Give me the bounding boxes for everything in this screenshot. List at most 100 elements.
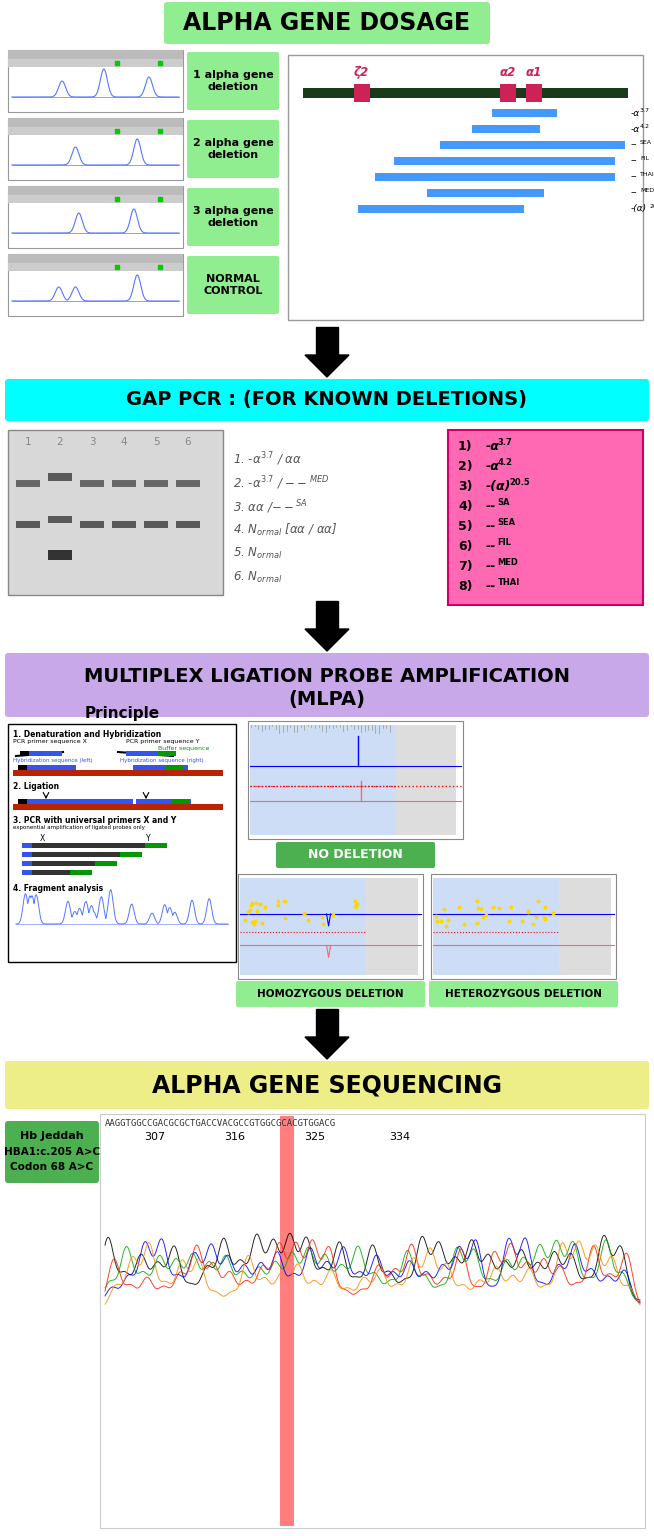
Bar [20,751,62,756]
Text: -α: -α [486,459,500,473]
Text: ζ2: ζ2 [354,66,369,78]
Text: -(α): -(α) [486,479,511,493]
Text: ALPHA GENE SEQUENCING: ALPHA GENE SEQUENCING [152,1074,502,1097]
Bar [288,55,643,319]
Bar [13,770,223,776]
Bar [18,765,76,770]
Text: 334: 334 [389,1132,411,1141]
Text: 4. $N_{ormal}$ [$\alpha\alpha$ / $\alpha\alpha$]: 4. $N_{ormal}$ [$\alpha\alpha$ / $\alpha… [233,522,337,538]
Text: -α: -α [631,109,640,117]
Bar [280,1117,294,1525]
Text: AAGGTGGCCGACGCGCTGACCVACGCCGTGGCGCACGTGGACG: AAGGTGGCCGACGCGCTGACCVACGCCGTGGCGCACGTGG… [105,1120,336,1127]
Bar [144,479,168,487]
Bar [22,869,92,876]
Bar [112,521,136,528]
Bar [18,799,27,803]
Bar [176,479,200,487]
Text: PCR primer sequence Y: PCR primer sequence Y [126,739,199,743]
Bar [426,189,543,197]
Text: Principle: Principle [84,707,160,720]
Text: --: -- [486,561,496,573]
Bar [238,874,423,978]
Bar [8,127,183,135]
FancyBboxPatch shape [236,982,425,1008]
Text: HBA1:c.205 A>C: HBA1:c.205 A>C [4,1147,100,1157]
Text: MED: MED [498,558,519,567]
Bar [448,430,643,605]
Text: 8): 8) [458,581,472,593]
FancyBboxPatch shape [276,842,435,868]
FancyBboxPatch shape [187,120,279,178]
Bar [22,843,32,848]
Text: 5: 5 [152,438,160,447]
Bar [375,174,615,181]
Bar [166,765,184,770]
Text: 1. Denaturation and Hybridization: 1. Denaturation and Hybridization [13,730,162,739]
Text: --: -- [486,581,496,593]
Text: X: X [40,834,45,843]
Bar [22,869,32,876]
Text: 2. Ligation: 2. Ligation [13,782,59,791]
Bar [95,862,117,866]
Bar [18,765,27,770]
Bar [439,141,625,149]
Bar [16,479,40,487]
Bar [433,879,559,975]
Text: GAP PCR : (FOR KNOWN DELETIONS): GAP PCR : (FOR KNOWN DELETIONS) [126,390,528,410]
Text: 6): 6) [458,541,472,553]
FancyBboxPatch shape [5,379,649,421]
Bar [145,843,167,848]
Bar [22,852,32,857]
Text: -α: -α [486,439,500,453]
Bar [500,84,516,101]
Bar [8,195,183,203]
Bar [8,51,183,112]
Bar [559,879,611,975]
Text: 6. $N_{ormal}$: 6. $N_{ormal}$ [233,570,283,585]
FancyBboxPatch shape [164,2,490,45]
Text: α1: α1 [526,66,542,78]
Text: NORMAL
CONTROL: NORMAL CONTROL [203,275,263,296]
Text: 2. -$\alpha^{3.7}$ / $--^{MED}$: 2. -$\alpha^{3.7}$ / $--^{MED}$ [233,475,330,492]
Text: exponential amplification of ligated probes only: exponential amplification of ligated pro… [13,825,145,829]
Text: Hb Jeddah: Hb Jeddah [20,1130,84,1141]
Text: 3): 3) [458,479,472,493]
Bar [431,874,616,978]
Bar [136,799,191,803]
Bar [354,84,370,101]
FancyBboxPatch shape [187,52,279,111]
Text: 4.2: 4.2 [498,458,513,467]
Text: 1 alpha gene
deletion: 1 alpha gene deletion [193,71,273,92]
Text: 5. $N_{ormal}$: 5. $N_{ormal}$ [233,545,283,561]
Bar [22,862,117,866]
Text: 4: 4 [121,438,128,447]
Text: 3. PCR with universal primers X and Y: 3. PCR with universal primers X and Y [13,816,176,825]
Text: 2): 2) [458,459,473,473]
Bar [13,803,223,809]
Text: --: -- [631,172,638,181]
Bar [80,479,104,487]
Text: 1: 1 [25,438,31,447]
Text: HOMOZYGOUS DELETION: HOMOZYGOUS DELETION [257,989,404,998]
Text: FIL: FIL [498,538,511,547]
Bar [120,852,142,857]
Bar [8,186,183,195]
Bar [358,204,524,214]
Bar [8,186,183,247]
Bar [133,765,188,770]
Text: 3. $\alpha\alpha$ /$--^{SA}$: 3. $\alpha\alpha$ /$--^{SA}$ [233,498,308,516]
Bar [100,1114,645,1528]
Text: 2: 2 [57,438,63,447]
Bar [80,521,104,528]
Text: 3.7: 3.7 [498,438,512,447]
FancyBboxPatch shape [5,1061,649,1109]
Bar [248,720,463,839]
Text: --: -- [486,501,496,513]
FancyBboxPatch shape [429,982,618,1008]
Text: HETEROZYGOUS DELETION: HETEROZYGOUS DELETION [445,989,602,998]
Text: Codon 68 A>C: Codon 68 A>C [10,1163,94,1172]
FancyBboxPatch shape [187,187,279,246]
Bar [22,862,32,866]
Bar [396,725,456,836]
Bar [112,479,136,487]
